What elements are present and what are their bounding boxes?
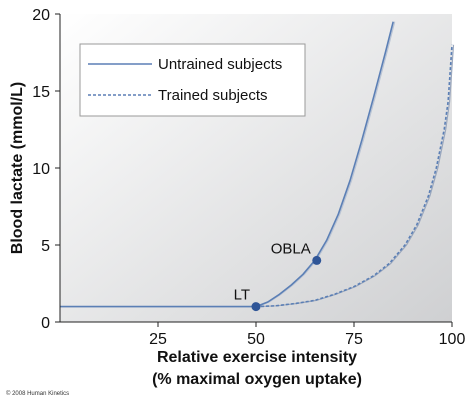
x-tick-label: 25 [149, 331, 167, 348]
tick-layer: 25 50 75 100 0 5 10 15 20 [32, 7, 465, 348]
y-tick-label: 15 [32, 84, 50, 101]
series-line-untrained [60, 21, 394, 308]
y-tick-label: 0 [41, 315, 50, 332]
marker-obla [312, 255, 322, 265]
copyright-text: © 2008 Human Kinetics [6, 390, 69, 397]
marker-lt [251, 302, 261, 312]
x-tick-label: 75 [345, 331, 363, 348]
x-axis-title-line2: (% maximal oxygen uptake) [152, 371, 362, 388]
y-tick-label: 20 [32, 7, 50, 24]
series-layer [60, 21, 455, 308]
x-tick-label: 100 [439, 331, 466, 348]
y-tick-label: 10 [32, 161, 50, 178]
legend-box [79, 43, 306, 117]
y-axis-title: Blood lactate (mmol/L) [9, 82, 26, 254]
legend-label-trained: Trained subjects [158, 87, 268, 104]
series-line-trained [255, 44, 453, 308]
annotation-obla: OBLA [271, 240, 311, 257]
legend-label-untrained: Untrained subjects [158, 56, 282, 73]
annotation-lt: LT [234, 287, 250, 304]
y-tick-label: 5 [41, 238, 50, 255]
marker-layer: LT OBLA [234, 240, 322, 312]
legend: Untrained subjects Trained subjects [79, 43, 306, 117]
x-axis-title-line1: Relative exercise intensity [157, 349, 357, 366]
x-tick-label: 50 [247, 331, 265, 348]
